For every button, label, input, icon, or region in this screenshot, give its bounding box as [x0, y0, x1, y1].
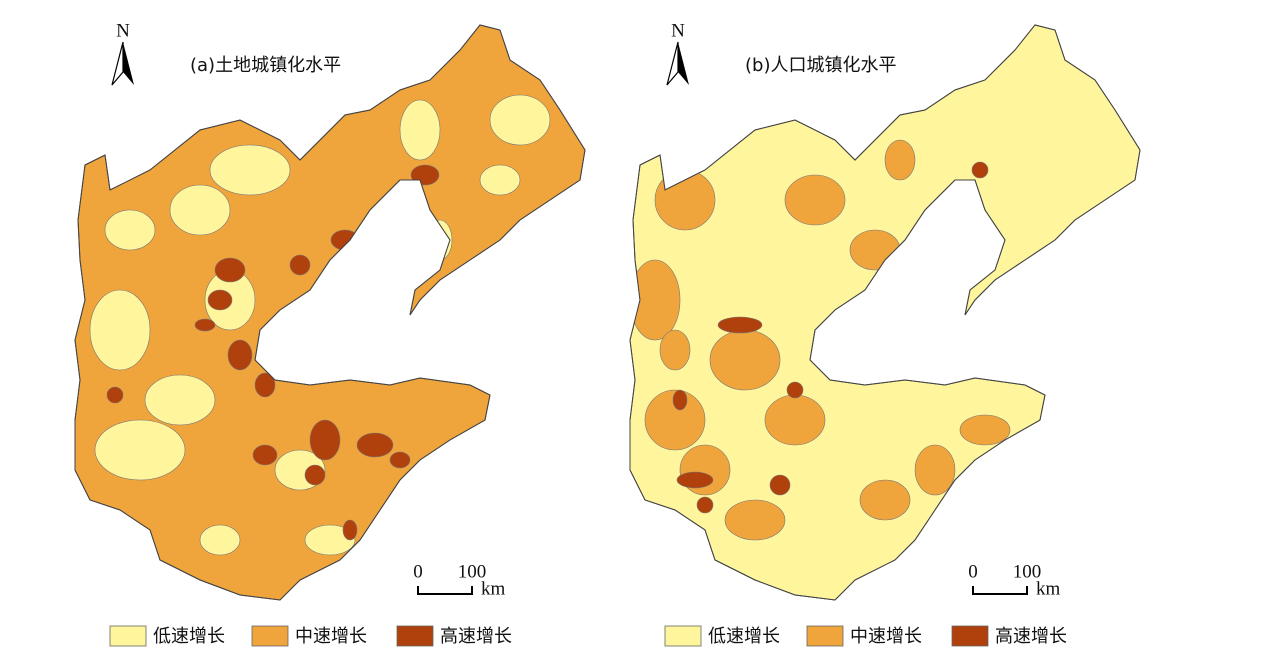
legend-swatch	[396, 625, 434, 647]
legend-swatch	[251, 625, 289, 647]
district	[784, 174, 846, 226]
scale-bar	[417, 586, 473, 595]
legend-label: 中速增长	[850, 626, 922, 647]
district	[252, 444, 278, 466]
district	[207, 289, 233, 311]
district	[676, 471, 714, 489]
district	[199, 524, 241, 556]
district	[659, 329, 691, 371]
scale-label: 0	[968, 561, 978, 582]
district	[309, 419, 341, 461]
scale-unit: km	[481, 578, 506, 599]
legend-swatch	[664, 625, 702, 647]
scale-unit: km	[1036, 578, 1061, 599]
district	[304, 464, 326, 486]
district	[410, 164, 440, 186]
north-arrow	[111, 41, 124, 86]
district	[144, 374, 216, 426]
scale-bar	[972, 586, 1028, 595]
district	[914, 444, 956, 496]
district	[884, 139, 916, 181]
district	[104, 209, 156, 251]
map-districts	[630, 139, 1011, 541]
district	[630, 259, 681, 341]
district	[89, 289, 151, 371]
district	[214, 257, 246, 283]
district	[696, 496, 714, 514]
north-label: N	[116, 20, 130, 41]
district	[479, 164, 521, 196]
district	[289, 254, 311, 276]
district	[971, 161, 989, 179]
district	[169, 184, 231, 236]
district	[764, 394, 826, 446]
legend-swatch	[951, 625, 989, 647]
north-label: N	[671, 20, 685, 41]
map-districts	[89, 94, 551, 556]
district	[959, 414, 1011, 446]
legend-swatch	[806, 625, 844, 647]
scale-label: 0	[413, 561, 423, 582]
district	[644, 389, 706, 451]
north-arrow	[666, 41, 679, 86]
map-title: (b)人口城镇化水平	[745, 55, 896, 76]
district	[786, 381, 804, 399]
district	[427, 219, 453, 261]
district	[254, 372, 276, 398]
district	[769, 474, 791, 496]
district	[849, 229, 901, 271]
legend-swatch	[109, 625, 147, 647]
legend-label: 低速增长	[153, 626, 225, 647]
district	[106, 386, 124, 404]
district	[717, 316, 763, 334]
district	[342, 519, 358, 541]
district	[399, 99, 441, 161]
legend-label: 中速增长	[295, 626, 367, 647]
legend-label: 高速增长	[440, 626, 512, 647]
district	[389, 451, 411, 469]
district	[709, 329, 781, 391]
district	[194, 318, 216, 332]
scale-label: 100	[1013, 561, 1042, 582]
scale-label: 100	[458, 561, 487, 582]
map-title: (a)土地城镇化水平	[190, 55, 341, 76]
district	[859, 479, 911, 521]
district	[489, 94, 551, 146]
north-arrow-fill	[123, 42, 134, 85]
district	[209, 144, 291, 196]
district	[356, 432, 394, 458]
district	[227, 339, 253, 371]
district	[304, 524, 356, 556]
district	[94, 419, 186, 481]
district	[654, 169, 716, 231]
north-arrow-fill	[678, 42, 689, 85]
district	[724, 499, 786, 541]
district	[672, 389, 688, 411]
legend-label: 高速增长	[995, 626, 1067, 647]
legend-label: 低速增长	[708, 626, 780, 647]
